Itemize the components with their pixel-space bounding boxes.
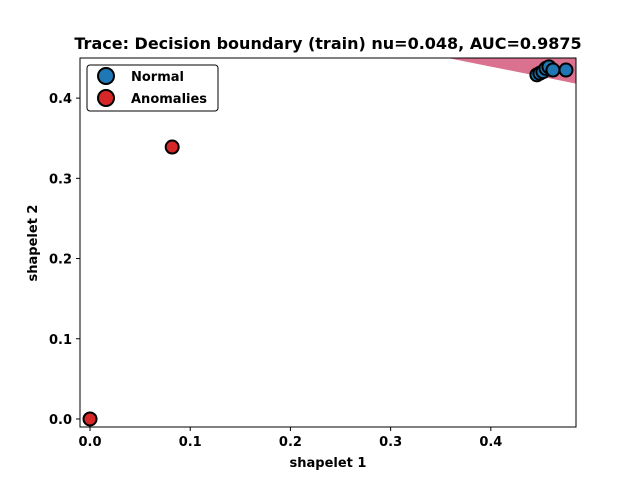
x-tick-label: 0.4 <box>479 435 502 450</box>
y-tick-label: 0.2 <box>49 253 72 268</box>
anomaly-point <box>164 139 180 155</box>
y-tick-label: 0.0 <box>49 413 72 428</box>
y-tick-label: 0.1 <box>49 333 72 348</box>
x-tick-label: 0.2 <box>279 435 302 450</box>
y-axis-ticks: 0.0 0.1 0.2 0.3 0.4 <box>49 92 80 428</box>
data-points <box>82 59 574 427</box>
x-axis-label: shapelet 1 <box>290 456 367 471</box>
legend-box <box>86 64 219 112</box>
normal-point <box>545 62 561 78</box>
x-tick-label: 0.1 <box>179 435 202 450</box>
y-tick-label: 0.3 <box>49 172 72 187</box>
x-tick-label: 0.3 <box>379 435 402 450</box>
legend-marker-normal <box>97 67 115 85</box>
y-axis-label: shapelet 2 <box>26 205 41 282</box>
y-tick-label: 0.4 <box>49 92 72 107</box>
x-axis-ticks: 0.0 0.1 0.2 0.3 0.4 <box>79 427 502 450</box>
x-tick-label: 0.0 <box>79 435 102 450</box>
chart-title: Trace: Decision boundary (train) nu=0.04… <box>74 34 581 53</box>
anomaly-point <box>82 411 98 427</box>
legend-label-normal: Normal <box>131 70 184 85</box>
plot-frame <box>79 57 577 428</box>
normal-point <box>558 62 574 78</box>
legend: Normal Anomalies <box>86 64 219 112</box>
legend-label-anomalies: Anomalies <box>131 92 207 107</box>
legend-marker-anomalies <box>97 89 115 107</box>
